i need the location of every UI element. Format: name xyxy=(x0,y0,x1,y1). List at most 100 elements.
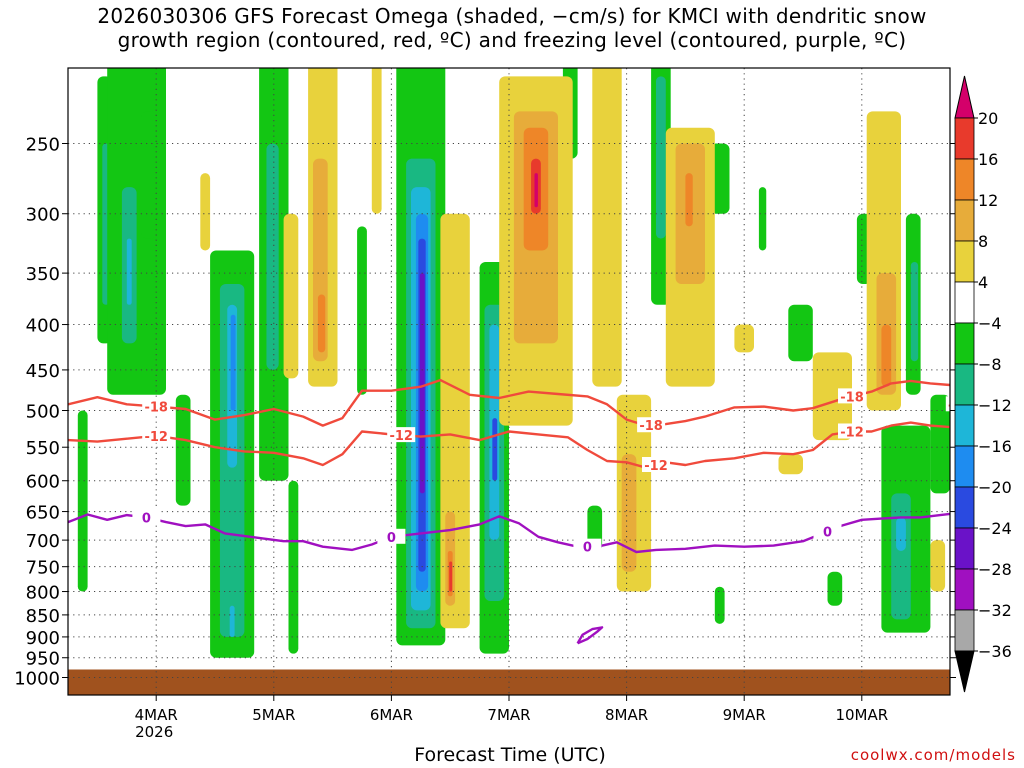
chart-title-line-1: 2026030306 GFS Forecast Omega (shaded, −… xyxy=(97,4,927,28)
contour-label-2-1: 0 xyxy=(387,531,396,546)
x-tick-label-6MAR: 6MAR xyxy=(370,706,413,724)
y-tick-label-700: 700 xyxy=(26,531,60,552)
omega-cell-44 xyxy=(283,213,299,379)
colorbar-bottom-arrow xyxy=(954,650,975,693)
y-tick-label-250: 250 xyxy=(26,135,60,156)
omega-cell-30 xyxy=(656,76,666,239)
contour-label-bg-1-1 xyxy=(387,427,416,443)
colorbar-label-6: −8 xyxy=(978,355,1002,374)
omega-cell-60 xyxy=(621,454,637,572)
colorbar-band-1 xyxy=(954,117,975,160)
contour-label-bg-0-0 xyxy=(142,398,171,414)
omega-cell-12 xyxy=(229,605,235,637)
x-tick-sublabel-4MAR: 2026 xyxy=(135,723,173,741)
y-tick-label-650: 650 xyxy=(26,503,60,524)
colorbar-label-11: −28 xyxy=(978,560,1012,579)
colorbar-label-0: 20 xyxy=(978,109,998,128)
omega-cell-5 xyxy=(126,238,132,305)
colorbar-band-5 xyxy=(954,281,975,324)
colorbar-band-6 xyxy=(954,322,975,365)
y-tick-label-600: 600 xyxy=(26,472,60,493)
y-tick-label-300: 300 xyxy=(26,205,60,226)
y-tick-label-1000: 1000 xyxy=(14,669,60,690)
colorbar-band-8 xyxy=(954,404,975,447)
colorbar-band-10 xyxy=(954,486,975,529)
contour-label-bg-2-1 xyxy=(377,528,406,544)
omega-cell-70 xyxy=(930,540,946,592)
colorbar-label-8: −16 xyxy=(978,437,1012,456)
omega-cell-0 xyxy=(77,410,88,592)
colorbar-band-7 xyxy=(954,363,975,406)
contour-line-1 xyxy=(68,421,950,469)
contour-label-1-0: -12 xyxy=(144,430,168,445)
contour-line-0 xyxy=(68,378,950,427)
omega-cell-26 xyxy=(492,418,498,481)
colorbar: 20 16 12 8 4 −4 −8 −12 −16 −20 −24 −28 −32 −36 xyxy=(954,75,1012,693)
omega-cell-22 xyxy=(419,273,425,494)
contour-label-bg-0-3 xyxy=(838,388,866,404)
contour-label-1-3: -12 xyxy=(840,425,864,440)
contour-label-2-2: 0 xyxy=(583,541,592,556)
contour-label-bg-1-0 xyxy=(142,427,171,443)
colorbar-band-9 xyxy=(954,445,975,488)
x-tick-label-5MAR: 5MAR xyxy=(252,706,295,724)
colorbar-band-4 xyxy=(954,240,975,283)
colorbar-band-3 xyxy=(954,199,975,242)
omega-cell-66 xyxy=(812,352,852,441)
omega-cell-48 xyxy=(371,68,382,214)
chart-title-line-2: growth region (contoured, red, ºC) and f… xyxy=(117,28,907,52)
omega-cell-47 xyxy=(317,294,326,353)
colorbar-label-2: 12 xyxy=(978,191,998,210)
x-axis-label: Forecast Time (UTC) xyxy=(414,744,606,766)
omega-cell-39 xyxy=(896,517,906,551)
contour-label-bg-2-0 xyxy=(132,509,161,525)
contour-label-bg-1-3 xyxy=(838,423,866,439)
x-tick-label-10MAR: 10MAR xyxy=(835,706,888,724)
omega-cell-58 xyxy=(592,68,622,387)
y-tick-label-400: 400 xyxy=(26,316,60,337)
colorbar-label-7: −12 xyxy=(978,396,1012,415)
omega-cell-38 xyxy=(891,493,911,620)
omega-cell-35 xyxy=(827,571,843,606)
omega-cell-65 xyxy=(778,454,803,475)
colorbar-label-4: 4 xyxy=(978,273,988,292)
y-tick-label-450: 450 xyxy=(26,361,60,382)
contour-label-bg-2-3 xyxy=(813,523,842,539)
omega-cell-32 xyxy=(714,586,725,624)
colorbar-band-13 xyxy=(954,609,975,652)
contour-label-1-2: -12 xyxy=(644,459,668,474)
x-tick-label-9MAR: 9MAR xyxy=(723,706,766,724)
plot-inner: -18 -18 -18 -18 -12 -12 -12 -12 0 0 0 0 xyxy=(68,68,972,695)
omega-cell-16 xyxy=(357,226,367,395)
y-tick-label-900: 900 xyxy=(26,628,60,649)
colorbar-label-1: 16 xyxy=(978,150,998,169)
contour-label-0-2: -18 xyxy=(948,398,972,413)
y-tick-label-500: 500 xyxy=(26,402,60,423)
y-tick-label-550: 550 xyxy=(26,438,60,459)
omega-cell-33 xyxy=(758,187,767,251)
contour-label-2-3: 0 xyxy=(823,525,832,540)
omega-cell-31 xyxy=(709,143,730,214)
omega-cell-63 xyxy=(685,173,693,227)
colorbar-label-5: −4 xyxy=(978,314,1002,333)
omega-cell-15 xyxy=(288,480,299,654)
colorbar-band-2 xyxy=(954,158,975,201)
omega-cell-42 xyxy=(930,394,950,494)
colorbar-label-9: −20 xyxy=(978,478,1012,497)
contour-label-2-0: 0 xyxy=(142,511,151,526)
contour-line-3 xyxy=(576,626,604,645)
contour-label-0-1: -18 xyxy=(639,419,663,434)
x-tick-label-7MAR: 7MAR xyxy=(487,706,530,724)
omega-cell-57 xyxy=(534,173,538,208)
contour-label-1-1: -12 xyxy=(389,429,413,444)
omega-cell-7 xyxy=(175,394,191,506)
omega-cell-69 xyxy=(881,324,892,387)
colorbar-top-arrow xyxy=(954,75,975,119)
plot-area: -18 -18 -18 -18 -12 -12 -12 -12 0 0 0 0 xyxy=(68,68,972,695)
omega-cell-11 xyxy=(230,314,236,411)
contour-label-0-0: -18 xyxy=(144,401,168,416)
colorbar-band-11 xyxy=(954,527,975,570)
colorbar-label-12: −32 xyxy=(978,601,1012,620)
chart-title: 2026030306 GFS Forecast Omega (shaded, −… xyxy=(0,4,1024,52)
